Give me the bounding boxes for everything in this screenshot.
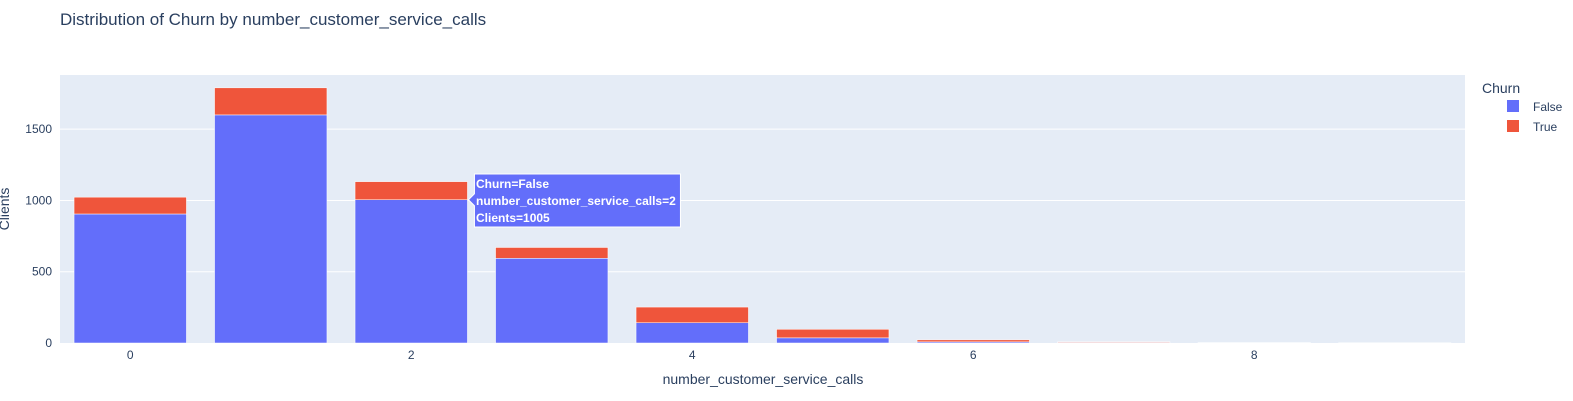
legend-label-true: True — [1533, 120, 1558, 134]
bar-false-0[interactable] — [73, 213, 187, 344]
bar-true-0[interactable] — [73, 196, 187, 215]
hover-tooltip-box — [467, 173, 681, 228]
bar-false-3[interactable] — [495, 258, 609, 344]
y-tick-0: 0 — [45, 336, 52, 350]
bar-true-7[interactable] — [1057, 341, 1171, 343]
x-tick-2: 2 — [408, 348, 415, 362]
bar-false-4[interactable] — [635, 322, 749, 344]
y-axis-title: Clients — [0, 188, 12, 231]
y-tick-1000: 1000 — [25, 193, 52, 207]
bar-false-5[interactable] — [776, 337, 890, 344]
legend-swatch-false — [1507, 100, 1519, 112]
bar-true-4[interactable] — [635, 306, 749, 324]
hover-line-2: number_customer_service_calls=2 — [476, 194, 676, 208]
x-tick-4: 4 — [689, 348, 696, 362]
bar-false-2[interactable] — [354, 199, 468, 344]
hover-line-1: Churn=False — [476, 177, 549, 191]
legend-item-false[interactable]: False — [1507, 100, 1563, 114]
bar-true-3[interactable] — [495, 247, 609, 259]
legend-swatch-true — [1507, 120, 1519, 132]
x-tick-8: 8 — [1251, 348, 1258, 362]
bar-true-1[interactable] — [214, 87, 328, 116]
bar-true-5[interactable] — [776, 329, 890, 339]
y-tick-1500: 1500 — [25, 122, 52, 136]
x-axis-title: number_customer_service_calls — [663, 371, 864, 387]
bars[interactable] — [73, 87, 1452, 344]
y-tick-500: 500 — [32, 265, 52, 279]
chart-title: Distribution of Churn by number_customer… — [60, 10, 486, 29]
bar-true-6[interactable] — [916, 339, 1030, 343]
hover-tooltip: Churn=False number_customer_service_call… — [467, 173, 681, 228]
legend-title: Churn — [1482, 80, 1520, 96]
legend-label-false: False — [1533, 100, 1563, 114]
x-axis-ticks: 0 2 4 6 8 — [127, 348, 1258, 362]
x-tick-0: 0 — [127, 348, 134, 362]
legend[interactable]: Churn False True — [1482, 80, 1563, 134]
bar-false-1[interactable] — [214, 114, 328, 344]
y-axis-ticks: 0 500 1000 1500 — [25, 122, 52, 350]
legend-item-true[interactable]: True — [1507, 120, 1558, 134]
hover-line-3: Clients=1005 — [476, 211, 550, 225]
x-tick-6: 6 — [970, 348, 977, 362]
bar-true-2[interactable] — [354, 181, 468, 200]
